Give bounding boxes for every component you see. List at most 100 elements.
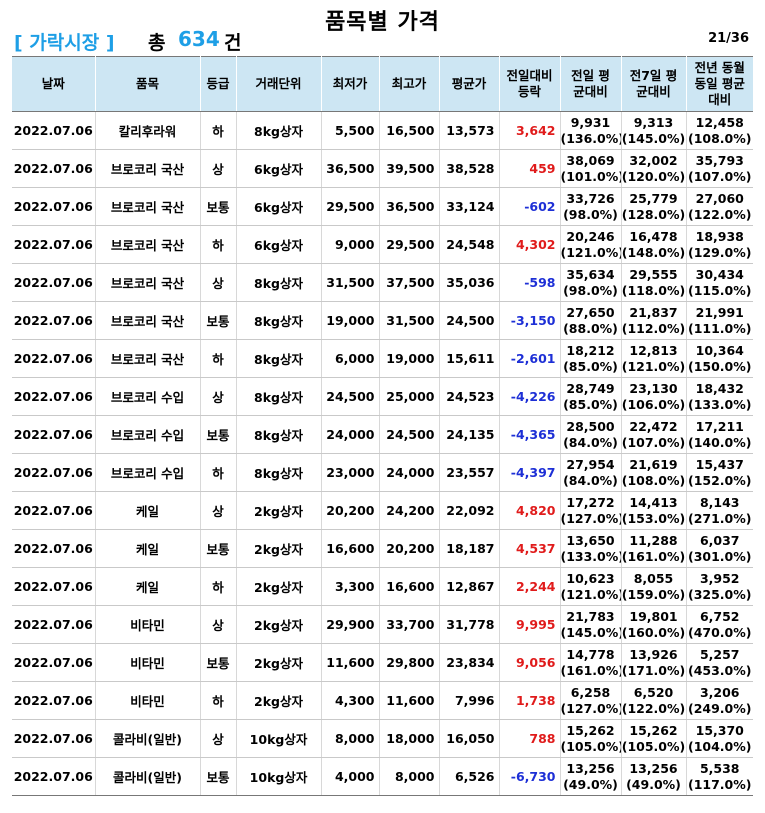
- cell-max: 24,500: [378, 415, 439, 454]
- cell-unit: 8kg상자: [235, 453, 321, 492]
- cell-prev-year: 3,206 (249.0%): [685, 681, 753, 720]
- cell-min: 8,000: [320, 719, 379, 758]
- cell-prev-year: 3,952 (325.0%): [685, 567, 753, 606]
- cell-min: 36,500: [320, 149, 379, 188]
- cell-unit: 8kg상자: [235, 111, 321, 150]
- cell-prev-year: 10,364 (150.0%): [685, 339, 753, 378]
- cell-unit: 6kg상자: [235, 149, 321, 188]
- cell-prev7: 14,413 (153.0%): [620, 491, 686, 530]
- cell-unit: 8kg상자: [235, 263, 321, 302]
- cell-min: 24,500: [320, 377, 379, 416]
- cell-grade: 보통: [199, 415, 236, 454]
- cell-item: 칼리후라워: [94, 111, 200, 150]
- cell-prev-day-value: 14,778: [566, 646, 615, 662]
- cell-prev-year-percent: (249.0%): [688, 700, 752, 716]
- cell-prev7: 16,478 (148.0%): [620, 225, 686, 264]
- cell-prev-day-percent: (133.0%): [560, 548, 621, 564]
- cell-avg: 24,500: [438, 301, 499, 340]
- col-date: 날짜: [12, 56, 95, 112]
- cell-avg: 6,526: [438, 757, 499, 796]
- cell-prev-day-percent: (101.0%): [560, 168, 621, 184]
- cell-prev-year-percent: (111.0%): [688, 320, 752, 336]
- cell-grade: 하: [199, 339, 236, 378]
- cell-unit: 2kg상자: [235, 529, 321, 568]
- cell-prev-day: 13,256 (49.0%): [559, 757, 621, 796]
- cell-prev-year-value: 12,458: [695, 114, 744, 130]
- cell-change: 4,537: [498, 529, 560, 568]
- cell-prev7-percent: (148.0%): [621, 244, 686, 260]
- cell-grade: 상: [199, 605, 236, 644]
- cell-date: 2022.07.06: [12, 491, 95, 530]
- cell-prev-day-percent: (161.0%): [560, 662, 621, 678]
- cell-max: 37,500: [378, 263, 439, 302]
- cell-prev7-percent: (145.0%): [621, 130, 686, 146]
- cell-avg: 24,135: [438, 415, 499, 454]
- cell-prev-year-value: 6,752: [699, 608, 740, 624]
- cell-prev-year: 12,458 (108.0%): [685, 111, 753, 150]
- cell-max: 16,500: [378, 111, 439, 150]
- cell-prev-day-value: 10,623: [566, 570, 615, 586]
- cell-prev-day-percent: (121.0%): [560, 244, 621, 260]
- cell-grade: 보통: [199, 301, 236, 340]
- cell-prev7-value: 21,837: [629, 304, 678, 320]
- cell-prev-year-percent: (107.0%): [688, 168, 752, 184]
- cell-prev-year: 21,991 (111.0%): [685, 301, 753, 340]
- cell-max: 29,500: [378, 225, 439, 264]
- cell-prev-year: 8,143 (271.0%): [685, 491, 753, 530]
- cell-prev-day: 20,246 (121.0%): [559, 225, 621, 264]
- cell-avg: 23,557: [438, 453, 499, 492]
- cell-prev7-percent: (105.0%): [621, 738, 686, 754]
- cell-prev7-value: 32,002: [629, 152, 678, 168]
- cell-prev-year-percent: (133.0%): [688, 396, 752, 412]
- cell-change: 4,302: [498, 225, 560, 264]
- cell-max: 36,500: [378, 187, 439, 226]
- cell-prev-day-value: 28,500: [566, 418, 615, 434]
- cell-prev7: 23,130 (106.0%): [620, 377, 686, 416]
- cell-prev-day: 35,634 (98.0%): [559, 263, 621, 302]
- col-min: 최저가: [320, 56, 379, 112]
- cell-change: 788: [498, 719, 560, 758]
- cell-prev7: 29,555 (118.0%): [620, 263, 686, 302]
- col-item: 품목: [94, 56, 200, 112]
- cell-prev7-value: 6,520: [633, 684, 674, 700]
- cell-grade: 상: [199, 149, 236, 188]
- cell-prev7-value: 9,313: [633, 114, 674, 130]
- cell-prev-year-value: 15,437: [695, 456, 744, 472]
- cell-prev7-percent: (153.0%): [621, 510, 686, 526]
- cell-prev-day-percent: (145.0%): [560, 624, 621, 640]
- cell-prev-year-value: 5,538: [699, 760, 740, 776]
- cell-prev-year: 27,060 (122.0%): [685, 187, 753, 226]
- cell-prev-year-percent: (325.0%): [688, 586, 752, 602]
- cell-prev-year-percent: (470.0%): [688, 624, 752, 640]
- cell-prev-year-value: 5,257: [699, 646, 740, 662]
- cell-prev-year-value: 8,143: [699, 494, 740, 510]
- cell-change: -2,601: [498, 339, 560, 378]
- total-label: 총: [148, 32, 166, 54]
- cell-max: 24,200: [378, 491, 439, 530]
- cell-prev7-percent: (106.0%): [621, 396, 686, 412]
- cell-item: 콜라비(일반): [94, 757, 200, 796]
- cell-prev7-percent: (118.0%): [621, 282, 686, 298]
- cell-unit: 2kg상자: [235, 605, 321, 644]
- cell-avg: 33,124: [438, 187, 499, 226]
- cell-grade: 보통: [199, 187, 236, 226]
- cell-prev7: 21,619 (108.0%): [620, 453, 686, 492]
- cell-min: 24,000: [320, 415, 379, 454]
- cell-change: 2,244: [498, 567, 560, 606]
- cell-min: 5,500: [320, 111, 379, 150]
- cell-prev-year-percent: (152.0%): [688, 472, 752, 488]
- cell-date: 2022.07.06: [12, 225, 95, 264]
- cell-min: 23,000: [320, 453, 379, 492]
- cell-prev7: 6,520 (122.0%): [620, 681, 686, 720]
- cell-prev-day-value: 27,954: [566, 456, 615, 472]
- cell-prev7-percent: (108.0%): [621, 472, 686, 488]
- cell-prev-year-percent: (108.0%): [688, 130, 752, 146]
- cell-unit: 10kg상자: [235, 719, 321, 758]
- cell-min: 19,000: [320, 301, 379, 340]
- cell-prev-day-percent: (84.0%): [563, 472, 618, 488]
- cell-prev-year-value: 30,434: [695, 266, 744, 282]
- cell-change: 9,995: [498, 605, 560, 644]
- cell-prev-year-value: 15,370: [695, 722, 744, 738]
- cell-prev-year: 18,938 (129.0%): [685, 225, 753, 264]
- cell-prev-year-percent: (150.0%): [688, 358, 752, 374]
